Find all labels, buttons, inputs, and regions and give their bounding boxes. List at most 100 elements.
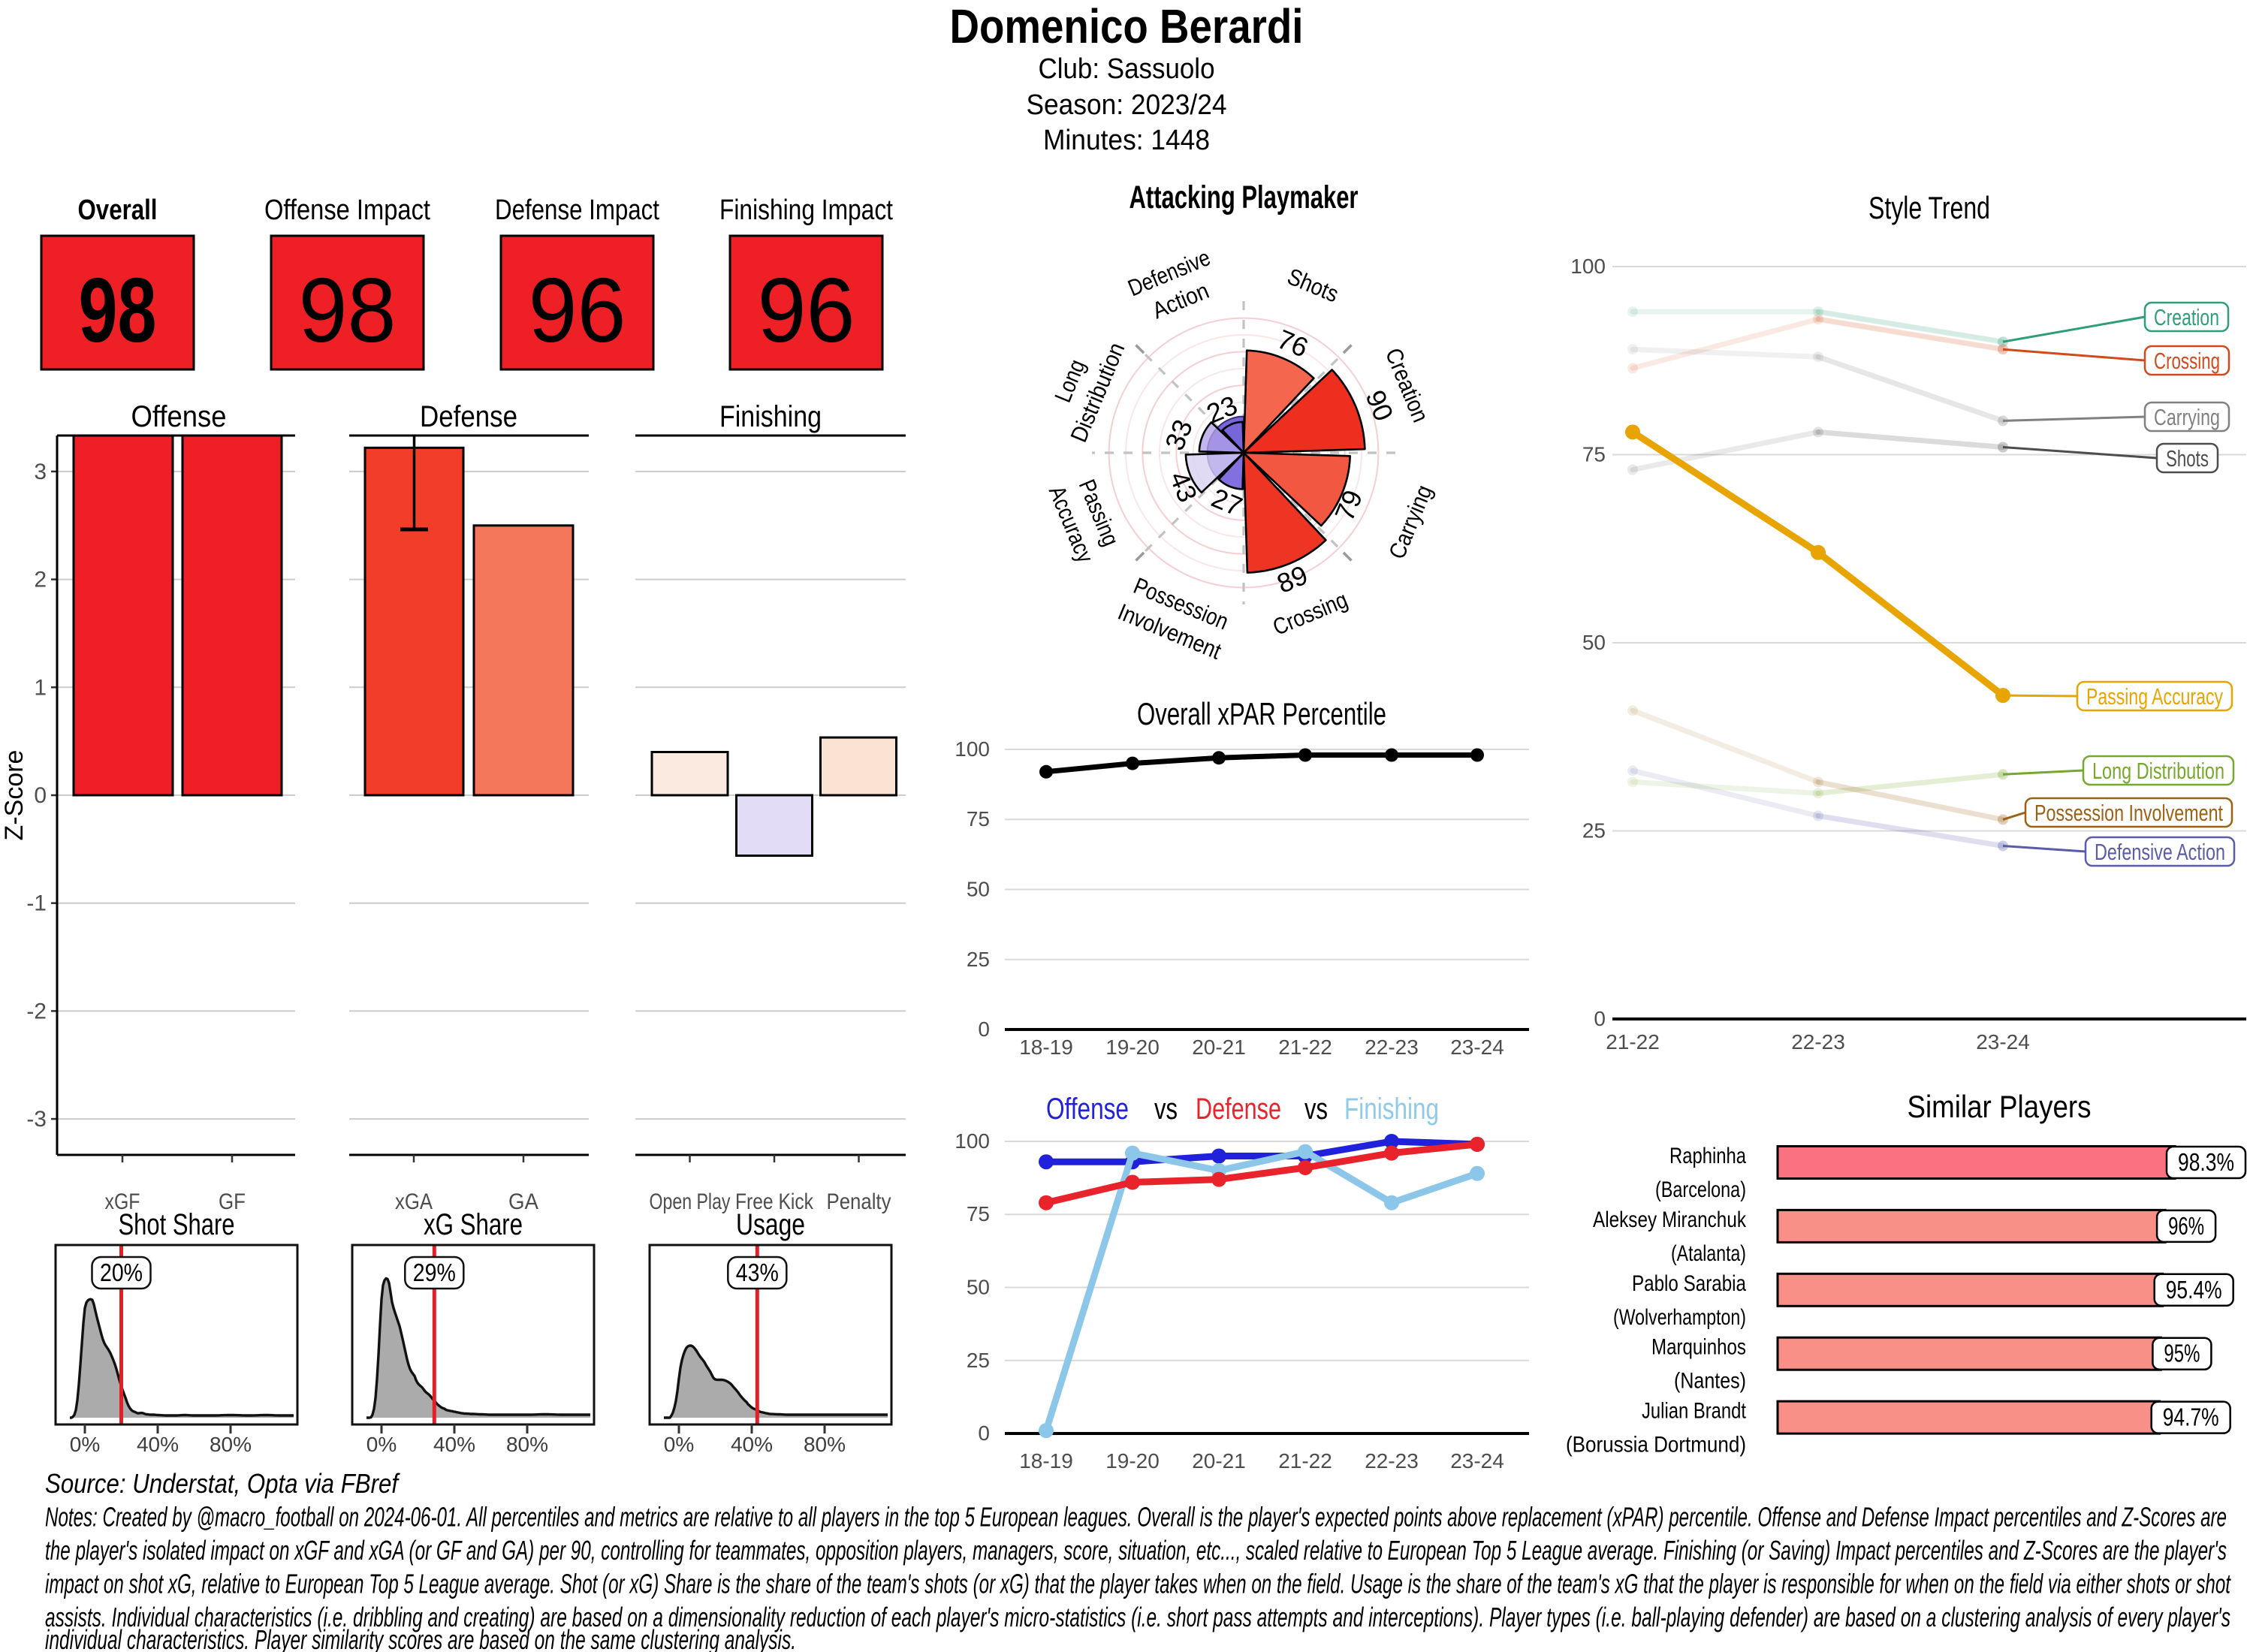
svg-text:25: 25: [967, 948, 990, 971]
svg-text:individual characteristics. Pl: individual characteristics. Player simil…: [45, 1624, 796, 1652]
svg-text:Raphinha: Raphinha: [1669, 1144, 1746, 1168]
svg-text:(Barcelona): (Barcelona): [1655, 1177, 1746, 1202]
svg-text:94.7%: 94.7%: [2163, 1403, 2219, 1431]
svg-text:100: 100: [955, 1129, 990, 1153]
svg-text:Marquinhos: Marquinhos: [1651, 1335, 1746, 1360]
svg-text:Overall: Overall: [78, 194, 158, 226]
svg-text:80%: 80%: [804, 1433, 846, 1456]
svg-text:95.4%: 95.4%: [2166, 1276, 2222, 1304]
svg-text:Usage: Usage: [736, 1208, 805, 1241]
svg-text:-3: -3: [26, 1107, 47, 1132]
svg-text:20-21: 20-21: [1192, 1449, 1246, 1473]
svg-text:18-19: 18-19: [1019, 1449, 1073, 1473]
svg-text:50: 50: [967, 878, 990, 901]
svg-text:Overall xPAR Percentile: Overall xPAR Percentile: [1137, 696, 1386, 731]
svg-text:vs: vs: [1154, 1093, 1178, 1126]
svg-text:GF: GF: [219, 1189, 246, 1214]
svg-text:the player's isolated impact o: the player's isolated impact on xGF and …: [45, 1535, 2227, 1566]
svg-text:Crossing: Crossing: [2154, 348, 2220, 374]
svg-text:Defense: Defense: [420, 400, 517, 433]
svg-text:Defensive Action: Defensive Action: [2095, 839, 2225, 865]
svg-text:1: 1: [34, 675, 47, 700]
svg-text:Shot Share: Shot Share: [119, 1208, 235, 1241]
svg-text:Pablo Sarabia: Pablo Sarabia: [1632, 1271, 1746, 1296]
svg-text:96%: 96%: [2168, 1212, 2204, 1240]
svg-text:50: 50: [967, 1276, 990, 1299]
svg-text:Free Kick: Free Kick: [735, 1189, 814, 1214]
svg-text:Carrying: Carrying: [2154, 404, 2220, 430]
svg-text:Finishing Impact: Finishing Impact: [719, 194, 893, 226]
svg-text:Offense: Offense: [131, 400, 227, 433]
svg-text:3: 3: [34, 460, 47, 484]
svg-text:80%: 80%: [506, 1433, 548, 1456]
svg-text:0%: 0%: [70, 1433, 100, 1456]
svg-text:-1: -1: [26, 891, 47, 916]
svg-text:xGA: xGA: [395, 1189, 433, 1214]
svg-text:xG Share: xG Share: [424, 1208, 523, 1241]
svg-text:0: 0: [978, 1017, 990, 1041]
svg-text:40%: 40%: [137, 1433, 179, 1456]
svg-text:96: 96: [758, 259, 855, 361]
svg-text:Z-Score: Z-Score: [0, 750, 29, 841]
svg-text:0: 0: [34, 783, 47, 808]
svg-text:GA: GA: [508, 1189, 538, 1214]
svg-text:20-21: 20-21: [1192, 1036, 1246, 1059]
svg-text:Domenico Berardi: Domenico Berardi: [950, 0, 1304, 53]
svg-text:Style Trend: Style Trend: [1868, 190, 1990, 225]
svg-text:Creation: Creation: [2154, 304, 2219, 330]
svg-text:2: 2: [34, 568, 47, 592]
svg-text:Possession Involvement: Possession Involvement: [2034, 800, 2223, 826]
svg-text:98.3%: 98.3%: [2178, 1148, 2234, 1176]
svg-text:100: 100: [955, 737, 990, 761]
svg-text:Similar Players: Similar Players: [1908, 1089, 2092, 1124]
svg-text:23-24: 23-24: [1976, 1030, 2030, 1054]
svg-text:assists. Individual characteri: assists. Individual characteristics (i.e…: [45, 1602, 2230, 1632]
svg-text:Offense: Offense: [1046, 1093, 1129, 1126]
svg-text:Attacking Playmaker: Attacking Playmaker: [1130, 179, 1359, 216]
svg-text:0%: 0%: [366, 1433, 397, 1456]
svg-text:29%: 29%: [413, 1259, 456, 1286]
svg-text:22-23: 22-23: [1365, 1036, 1419, 1059]
svg-text:Defense Impact: Defense Impact: [495, 194, 659, 226]
svg-text:25: 25: [1582, 819, 1606, 843]
svg-text:75: 75: [1582, 443, 1606, 466]
svg-text:Finishing: Finishing: [719, 400, 822, 433]
svg-text:75: 75: [967, 807, 990, 831]
svg-text:Long Distribution: Long Distribution: [2092, 758, 2224, 784]
svg-text:Season: 2023/24: Season: 2023/24: [1027, 89, 1227, 121]
svg-text:23-24: 23-24: [1450, 1449, 1504, 1473]
svg-text:43%: 43%: [736, 1259, 779, 1286]
svg-text:(Borussia Dortmund): (Borussia Dortmund): [1566, 1433, 1746, 1458]
svg-text:19-20: 19-20: [1105, 1036, 1160, 1059]
svg-text:vs: vs: [1304, 1093, 1328, 1126]
svg-text:95%: 95%: [2164, 1340, 2200, 1367]
svg-text:Defense: Defense: [1196, 1093, 1281, 1126]
svg-text:Club: Sassuolo: Club: Sassuolo: [1039, 53, 1215, 85]
svg-text:impact on shot xG, relative to: impact on shot xG, relative to European …: [45, 1569, 2231, 1599]
svg-text:25: 25: [967, 1349, 990, 1372]
svg-text:Passing Accuracy: Passing Accuracy: [2086, 683, 2223, 710]
svg-text:Julian Brandt: Julian Brandt: [1642, 1399, 1747, 1424]
svg-text:22-23: 22-23: [1791, 1030, 1845, 1054]
svg-text:Finishing: Finishing: [1344, 1093, 1439, 1126]
svg-text:0: 0: [978, 1421, 990, 1445]
svg-text:21-22: 21-22: [1606, 1030, 1660, 1054]
svg-text:-2: -2: [26, 999, 47, 1023]
svg-text:Shots: Shots: [2166, 445, 2209, 472]
svg-text:xGF: xGF: [105, 1189, 140, 1214]
svg-text:21-22: 21-22: [1278, 1449, 1332, 1473]
svg-text:(Nantes): (Nantes): [1674, 1369, 1746, 1394]
svg-text:23-24: 23-24: [1450, 1036, 1504, 1059]
svg-text:19-20: 19-20: [1105, 1449, 1160, 1473]
svg-text:98: 98: [79, 259, 157, 361]
svg-text:80%: 80%: [210, 1433, 252, 1456]
svg-text:100: 100: [1570, 255, 1606, 278]
svg-text:18-19: 18-19: [1019, 1036, 1073, 1059]
svg-text:Aleksey Miranchuk: Aleksey Miranchuk: [1593, 1207, 1747, 1232]
svg-text:40%: 40%: [433, 1433, 475, 1456]
svg-text:Open Play: Open Play: [650, 1189, 731, 1214]
svg-text:50: 50: [1582, 631, 1606, 654]
svg-text:0: 0: [1594, 1007, 1606, 1030]
svg-text:20%: 20%: [100, 1259, 143, 1286]
svg-text:75: 75: [967, 1202, 990, 1225]
